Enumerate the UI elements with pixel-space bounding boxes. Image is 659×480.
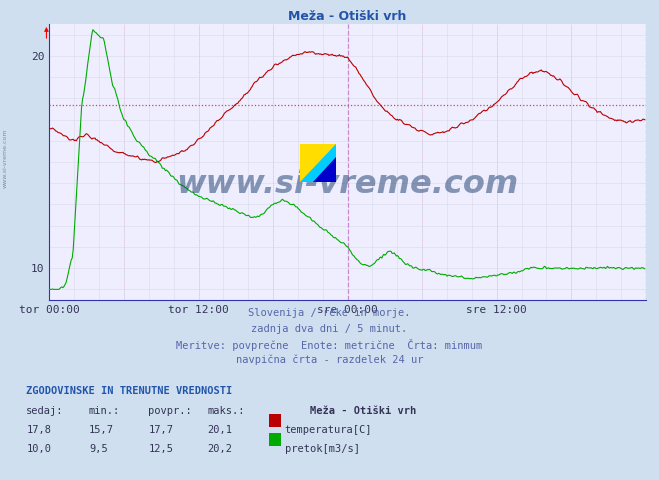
Text: 20,2: 20,2: [208, 444, 233, 454]
Polygon shape: [312, 157, 336, 182]
Polygon shape: [300, 144, 336, 182]
Text: 9,5: 9,5: [89, 444, 107, 454]
Text: pretok[m3/s]: pretok[m3/s]: [285, 444, 360, 454]
Polygon shape: [300, 144, 336, 182]
Text: maks.:: maks.:: [208, 406, 245, 416]
Text: 10,0: 10,0: [26, 444, 51, 454]
Text: povpr.:: povpr.:: [148, 406, 192, 416]
Text: www.si-vreme.com: www.si-vreme.com: [3, 129, 8, 188]
Text: 17,7: 17,7: [148, 425, 173, 435]
Text: navpična črta - razdelek 24 ur: navpična črta - razdelek 24 ur: [236, 354, 423, 365]
Text: 15,7: 15,7: [89, 425, 114, 435]
Text: 20,1: 20,1: [208, 425, 233, 435]
Text: sedaj:: sedaj:: [26, 406, 64, 416]
Text: min.:: min.:: [89, 406, 120, 416]
Text: 12,5: 12,5: [148, 444, 173, 454]
Text: www.si-vreme.com: www.si-vreme.com: [177, 168, 519, 200]
Text: Meža - Otiški vrh: Meža - Otiški vrh: [310, 406, 416, 416]
Text: ZGODOVINSKE IN TRENUTNE VREDNOSTI: ZGODOVINSKE IN TRENUTNE VREDNOSTI: [26, 386, 233, 396]
Text: zadnja dva dni / 5 minut.: zadnja dva dni / 5 minut.: [251, 324, 408, 334]
Text: 17,8: 17,8: [26, 425, 51, 435]
Text: temperatura[C]: temperatura[C]: [285, 425, 372, 435]
Title: Meža - Otiški vrh: Meža - Otiški vrh: [289, 10, 407, 23]
Text: Meritve: povprečne  Enote: metrične  Črta: minmum: Meritve: povprečne Enote: metrične Črta:…: [177, 339, 482, 351]
Text: Slovenija / reke in morje.: Slovenija / reke in morje.: [248, 308, 411, 318]
